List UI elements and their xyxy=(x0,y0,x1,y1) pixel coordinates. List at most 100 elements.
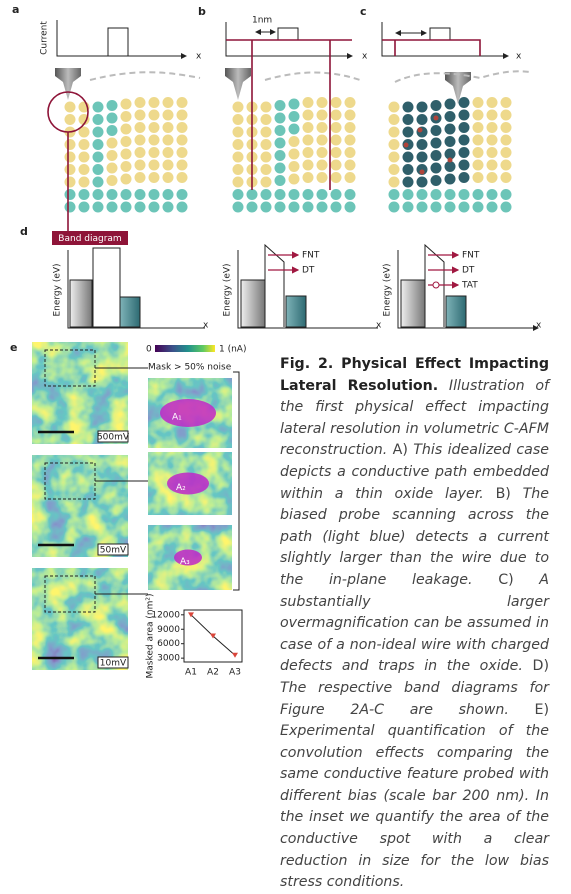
caption-text: This idealized case depicts a conductive… xyxy=(280,442,549,502)
atom xyxy=(316,201,328,213)
atom xyxy=(176,159,188,171)
atom xyxy=(458,189,470,200)
atom xyxy=(176,97,188,108)
atom xyxy=(430,137,442,149)
atom xyxy=(260,114,272,125)
atom xyxy=(92,176,104,188)
atom xyxy=(106,201,118,213)
atom xyxy=(430,125,442,136)
atom xyxy=(106,162,118,174)
atom xyxy=(330,159,342,171)
atom xyxy=(344,159,356,171)
atom xyxy=(162,159,174,171)
axis-label: x xyxy=(516,52,522,62)
atom xyxy=(106,150,118,161)
atom xyxy=(388,176,400,188)
atom xyxy=(500,189,512,200)
atom xyxy=(402,176,414,188)
caption-text: Experimental quantification of the convo… xyxy=(280,723,549,891)
atom xyxy=(344,147,356,158)
atom xyxy=(388,126,400,138)
axis-label: Energy (eV) xyxy=(223,263,233,316)
atom xyxy=(330,189,342,200)
atom xyxy=(402,189,414,200)
atom xyxy=(260,201,272,213)
atom xyxy=(92,151,104,163)
axis-label: Energy (eV) xyxy=(53,263,63,316)
page: {"panels":{"a":"a","b":"b","c":"c","d":"… xyxy=(10,3,550,891)
bias-box xyxy=(97,543,129,556)
atom xyxy=(106,112,118,124)
inset-chart: 12000 9000 6000 3000 A1 A2 A3 Masked area (nm²) xyxy=(146,593,243,679)
atom xyxy=(288,111,300,122)
band-panels xyxy=(67,243,538,328)
atom xyxy=(148,97,160,108)
atom xyxy=(486,134,498,146)
atom xyxy=(486,172,498,183)
atom xyxy=(416,176,428,188)
atom xyxy=(260,151,272,163)
atom xyxy=(500,97,512,108)
atom xyxy=(120,189,132,200)
atom xyxy=(288,173,300,185)
atom xyxy=(274,150,286,161)
atom xyxy=(388,114,400,125)
atom xyxy=(472,201,484,213)
atom xyxy=(402,164,414,175)
atom xyxy=(302,122,314,133)
atom xyxy=(106,189,118,200)
atom xyxy=(148,201,160,213)
defect xyxy=(419,169,425,175)
atom xyxy=(302,172,314,183)
atom xyxy=(472,159,484,171)
x-tick-label: A3 xyxy=(229,668,241,678)
atom xyxy=(274,125,286,136)
atom xyxy=(134,122,146,133)
y-tick-label: 6000 xyxy=(157,639,180,649)
atom xyxy=(92,126,104,138)
atom xyxy=(500,159,512,171)
panel-label: a xyxy=(12,3,19,16)
atom xyxy=(148,147,160,158)
atom xyxy=(134,134,146,146)
top-axes xyxy=(56,20,509,59)
atom xyxy=(500,134,512,146)
atom xyxy=(430,201,442,213)
band-annotation: DT xyxy=(302,266,315,276)
atom xyxy=(92,189,104,200)
atom xyxy=(120,111,132,122)
atom xyxy=(64,201,76,213)
atom xyxy=(316,147,328,158)
caption-text: The respective band diagrams for Figure … xyxy=(280,679,549,718)
colorbar xyxy=(155,345,215,352)
atom xyxy=(344,189,356,200)
atom xyxy=(288,161,300,172)
atom xyxy=(288,136,300,147)
current-map xyxy=(32,342,128,444)
atom xyxy=(106,175,118,186)
atom xyxy=(288,189,300,200)
atom xyxy=(176,134,188,146)
atom xyxy=(344,97,356,108)
atom xyxy=(288,98,300,110)
atom xyxy=(430,100,442,111)
atom xyxy=(92,201,104,213)
bias-label: 50mV xyxy=(100,546,127,556)
atom xyxy=(444,161,456,172)
atom xyxy=(330,172,342,183)
atom xyxy=(162,109,174,121)
atom xyxy=(444,98,456,110)
atom xyxy=(486,147,498,158)
atom xyxy=(416,151,428,163)
atom xyxy=(388,151,400,163)
defect xyxy=(433,115,439,121)
atom xyxy=(134,172,146,183)
atom xyxy=(388,189,400,200)
atom xyxy=(416,139,428,150)
atom xyxy=(472,172,484,183)
bias-box xyxy=(97,656,129,669)
atom xyxy=(260,189,272,200)
atom xyxy=(316,109,328,121)
axis-label: x xyxy=(203,321,209,331)
atom xyxy=(162,97,174,108)
